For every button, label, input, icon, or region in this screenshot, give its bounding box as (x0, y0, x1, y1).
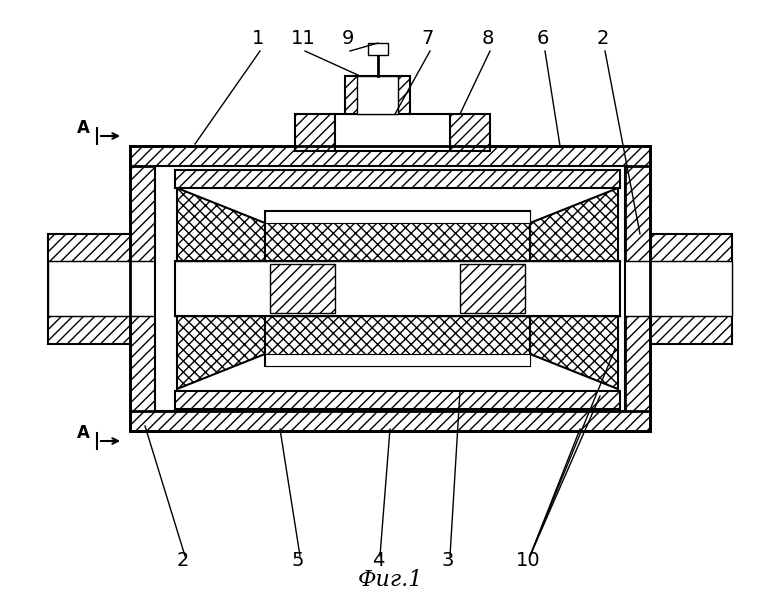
Bar (265, 354, 530, 366)
Text: 5: 5 (292, 551, 304, 570)
Bar (625, 234, 732, 344)
Bar (175, 170, 620, 188)
Bar (130, 411, 650, 431)
Bar (625, 146, 650, 431)
Text: A: A (76, 119, 90, 137)
Bar (368, 43, 388, 55)
Text: 1: 1 (252, 29, 264, 48)
Text: 3: 3 (441, 551, 454, 570)
Text: 7: 7 (422, 29, 434, 48)
Text: A: A (76, 424, 90, 442)
Text: 10: 10 (516, 551, 541, 570)
Bar (130, 146, 650, 166)
Bar (295, 114, 335, 151)
Bar (450, 114, 490, 151)
Bar (48, 261, 160, 316)
Bar (265, 211, 530, 366)
Bar (620, 261, 732, 316)
Text: 4: 4 (372, 551, 385, 570)
Bar (357, 76, 398, 114)
Bar (460, 264, 525, 313)
Text: 6: 6 (537, 29, 549, 48)
Bar (270, 264, 335, 313)
Bar (265, 211, 530, 223)
Text: 9: 9 (342, 29, 354, 48)
Bar (130, 146, 155, 431)
Polygon shape (177, 188, 265, 389)
Text: 2: 2 (177, 551, 190, 570)
Text: 11: 11 (291, 29, 315, 48)
Bar (175, 261, 620, 316)
Bar (48, 234, 155, 344)
Bar (335, 114, 450, 151)
Text: Фиг.1: Фиг.1 (357, 569, 423, 591)
Text: 2: 2 (597, 29, 609, 48)
Bar (345, 76, 410, 114)
Text: 8: 8 (482, 29, 495, 48)
Bar (175, 391, 620, 409)
Polygon shape (530, 188, 618, 389)
Bar (155, 166, 625, 411)
